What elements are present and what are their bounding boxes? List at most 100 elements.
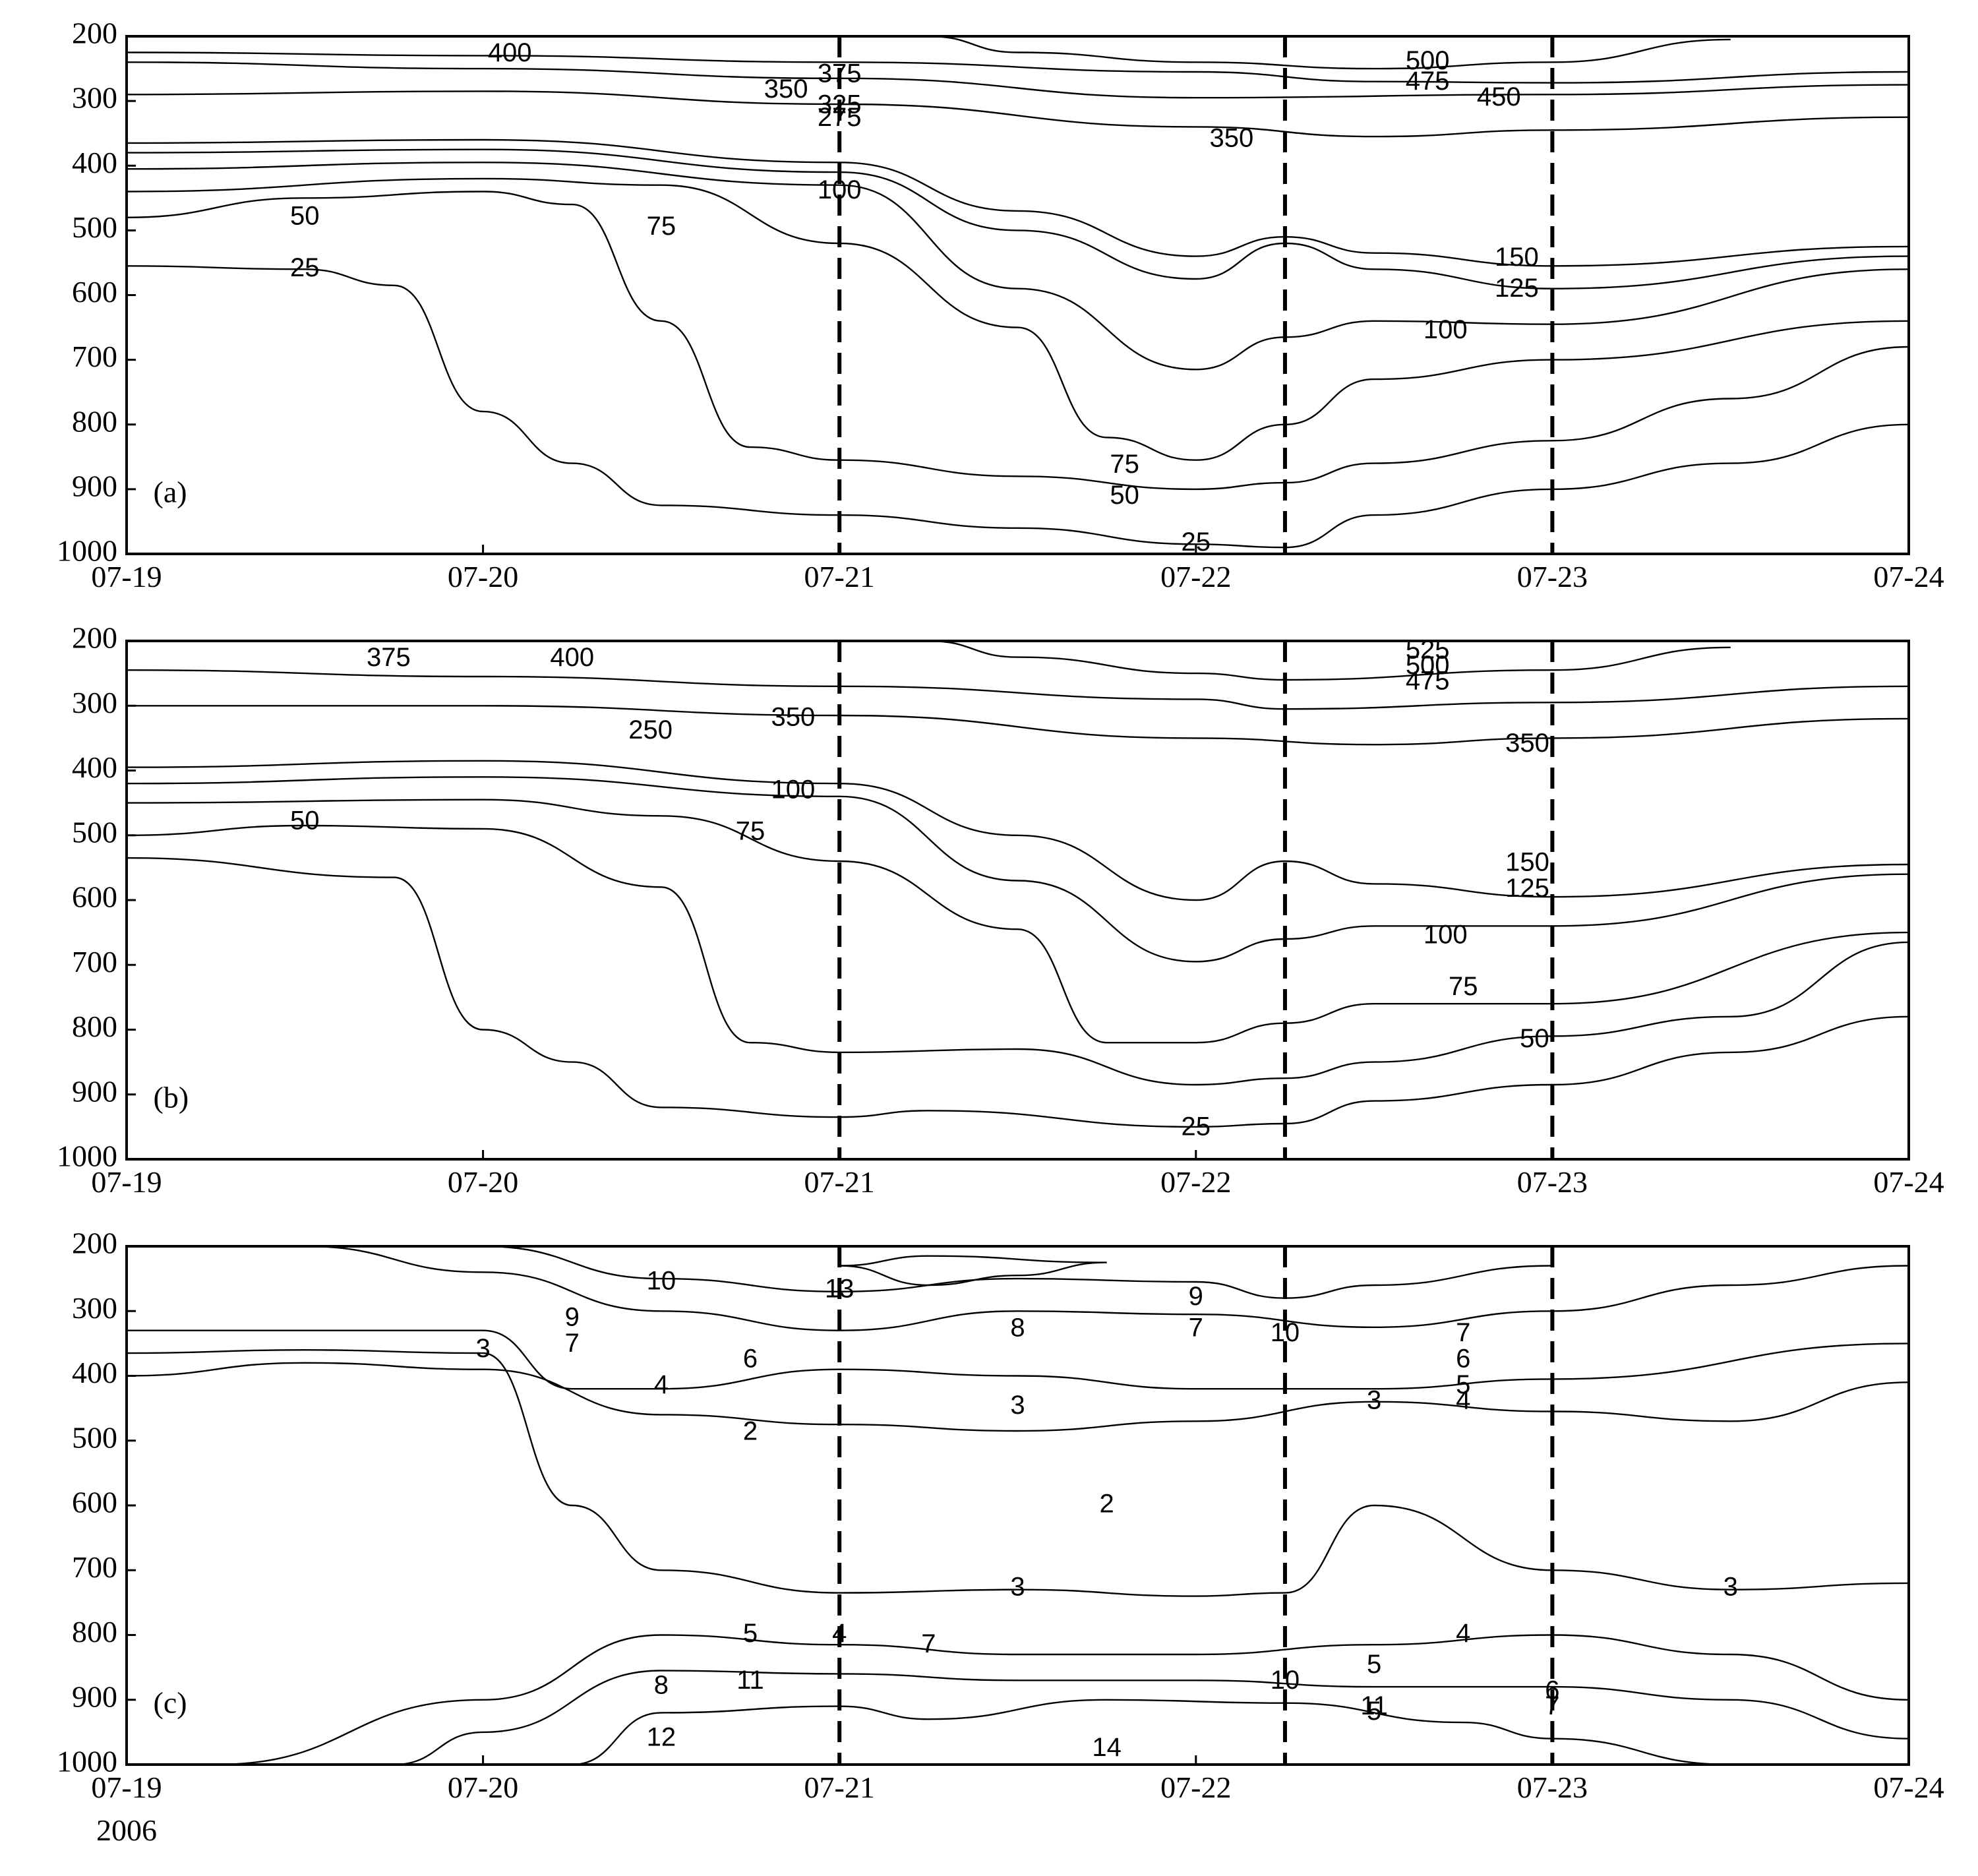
contour-line-2-5 xyxy=(126,760,1909,901)
contour-label-3-4: 7 xyxy=(565,1329,580,1358)
panel-frame-2 xyxy=(125,640,1910,1161)
y-tick-label-1-500: 500 xyxy=(72,210,117,244)
contour-label-1-8: 75 xyxy=(647,212,676,241)
contour-label-3-33: 6 xyxy=(1545,1676,1559,1705)
contour-line-2-1 xyxy=(126,857,1909,1128)
contour-label-1-13: 350 xyxy=(1209,124,1253,153)
contour-label-3-31: 5 xyxy=(1367,1697,1381,1726)
panel-label-2: (b) xyxy=(154,1080,189,1114)
contour-label-3-14: 6 xyxy=(1456,1344,1470,1373)
contour-label-2-7: 75 xyxy=(736,816,765,845)
contour-line-3-3 xyxy=(126,1329,1909,1390)
contour-label-3-5: 3 xyxy=(475,1334,490,1363)
contour-line-3-5 xyxy=(394,1670,1909,1766)
contour-label-1-16: 100 xyxy=(1424,315,1468,344)
contour-label-3-26: 4 xyxy=(1456,1619,1470,1648)
x-tick-label-1-07-20: 07-20 xyxy=(448,560,518,593)
y-tick-label-2-1000: 1000 xyxy=(57,1139,117,1173)
contour-label-3-17: 3 xyxy=(1010,1391,1025,1420)
contour-label-3-3: 9 xyxy=(565,1303,580,1332)
y-tick-label-3-400: 400 xyxy=(72,1356,117,1389)
contour-line-1-4 xyxy=(126,162,1909,371)
contour-label-1-11: 475 xyxy=(1406,67,1450,96)
contour-label-3-35: 12 xyxy=(647,1722,676,1751)
contour-label-1-7: 50 xyxy=(290,201,320,230)
contour-label-1-15: 125 xyxy=(1495,274,1539,303)
contour-label-2-17: 25 xyxy=(1182,1112,1211,1141)
contour-label-2-3: 350 xyxy=(771,702,816,731)
contour-line-3-2 xyxy=(126,1348,1909,1597)
contour-label-2-16: 50 xyxy=(1520,1024,1549,1053)
contour-label-2-14: 100 xyxy=(1424,921,1468,950)
contour-label-3-9: 8 xyxy=(1010,1313,1025,1342)
x-tick-label-2-07-19: 07-19 xyxy=(91,1165,162,1199)
contour-line-3-4 xyxy=(216,1634,1909,1766)
contour-label-1-18: 50 xyxy=(1110,481,1139,510)
contour-label-3-12: 10 xyxy=(1271,1318,1300,1347)
contour-label-3-18: 3 xyxy=(1367,1385,1381,1414)
y-tick-label-3-600: 600 xyxy=(72,1486,117,1519)
y-tick-label-2-500: 500 xyxy=(72,815,117,849)
contour-label-3-19: 2 xyxy=(743,1417,758,1446)
y-tick-label-3-300: 300 xyxy=(72,1291,117,1325)
contour-label-1-2: 375 xyxy=(818,59,862,88)
contour-label-3-22: 3 xyxy=(1723,1572,1738,1601)
y-tick-label-3-700: 700 xyxy=(72,1550,117,1584)
contour-label-1-3: 350 xyxy=(764,75,808,104)
contour-label-3-29: 11 xyxy=(736,1666,764,1695)
contour-line-1-5 xyxy=(126,148,1909,289)
y-tick-label-1-900: 900 xyxy=(72,469,117,502)
y-tick-label-2-600: 600 xyxy=(72,880,117,914)
contour-label-3-27: 5 xyxy=(1367,1650,1381,1679)
x-tick-label-1-07-21: 07-21 xyxy=(804,560,875,593)
contour-label-1-14: 150 xyxy=(1495,243,1539,272)
contour-label-3-21: 3 xyxy=(1010,1572,1025,1601)
y-tick-label-2-800: 800 xyxy=(72,1010,117,1043)
x-tick-label-3-07-22: 07-22 xyxy=(1160,1770,1231,1804)
y-tick-label-3-200: 200 xyxy=(72,1226,117,1260)
contour-label-3-20: 2 xyxy=(1100,1490,1114,1519)
contour-label-2-15: 75 xyxy=(1449,972,1478,1001)
x-tick-label-3-07-23: 07-23 xyxy=(1517,1770,1588,1804)
contour-label-3-36: 14 xyxy=(1092,1733,1122,1762)
y-tick-label-2-700: 700 xyxy=(72,945,117,979)
contour-line-1-1 xyxy=(126,265,1909,549)
contour-label-3-11: 7 xyxy=(1189,1313,1203,1342)
contour-label-3-30: 10 xyxy=(1271,1666,1300,1695)
panel-label-3: (c) xyxy=(154,1685,187,1719)
contour-line-1-9 xyxy=(126,51,1909,84)
y-tick-label-1-800: 800 xyxy=(72,404,117,438)
x-tick-label-1-07-19: 07-19 xyxy=(91,560,162,593)
contour-line-3-1 xyxy=(126,1362,1909,1432)
contour-label-3-10: 9 xyxy=(1189,1282,1203,1311)
contour-label-1-4: 325 xyxy=(818,90,862,119)
contour-label-1-9: 25 xyxy=(290,253,320,282)
contour-line-3-6 xyxy=(305,1245,1909,1331)
y-tick-label-3-500: 500 xyxy=(72,1420,117,1454)
contour-label-3-25: 7 xyxy=(921,1629,936,1658)
y-tick-label-2-300: 300 xyxy=(72,686,117,719)
y-tick-label-1-200: 200 xyxy=(72,16,117,50)
contour-line-3-7 xyxy=(572,1699,1731,1766)
y-tick-label-2-200: 200 xyxy=(72,621,117,655)
x-tick-label-3-07-19: 07-19 xyxy=(91,1770,162,1804)
contour-label-3-7: 6 xyxy=(743,1344,758,1373)
contour-label-2-4: 250 xyxy=(628,715,673,744)
x-year-label: 2006 xyxy=(96,1813,157,1847)
x-tick-label-1-07-24: 07-24 xyxy=(1873,560,1944,593)
x-tick-label-2-07-23: 07-23 xyxy=(1517,1165,1588,1199)
contour-label-1-10: 500 xyxy=(1406,46,1450,75)
contour-line-2-4 xyxy=(126,776,1909,963)
y-tick-label-3-900: 900 xyxy=(72,1679,117,1713)
contour-line-1-10 xyxy=(928,35,1731,70)
contour-label-3-8: 4 xyxy=(654,1370,669,1399)
contour-line-1-6 xyxy=(126,138,1909,267)
contour-line-3-9 xyxy=(839,1255,1107,1286)
y-tick-label-1-400: 400 xyxy=(72,146,117,179)
contour-line-3-8 xyxy=(483,1245,1553,1299)
contour-label-3-23: 5 xyxy=(743,1619,758,1648)
x-tick-label-2-07-20: 07-20 xyxy=(448,1165,518,1199)
contour-label-3-28: 8 xyxy=(654,1671,669,1700)
contour-label-2-2: 400 xyxy=(550,643,594,672)
